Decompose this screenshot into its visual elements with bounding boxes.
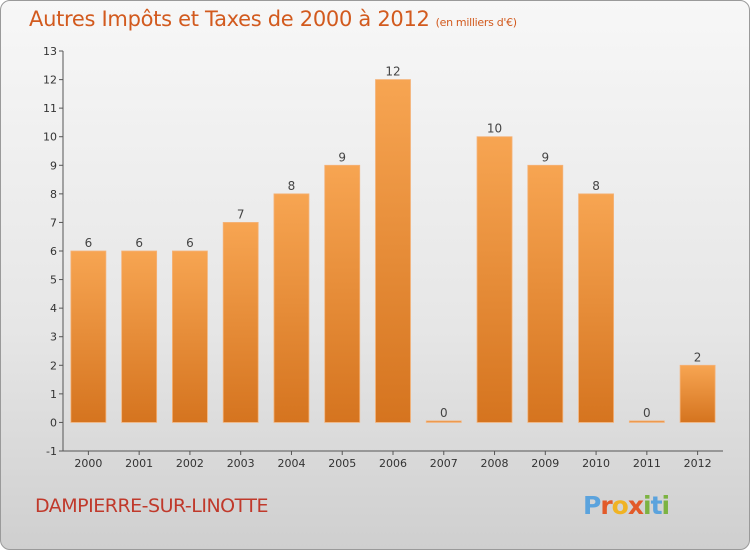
x-tick-label: 2011 bbox=[633, 457, 661, 470]
logo-letter: o bbox=[611, 491, 629, 520]
labels-group: 6 6 6 7 8 9 12 0 10 9 8 0 2 bbox=[85, 65, 702, 420]
x-tick-label: 2012 bbox=[684, 457, 712, 470]
y-tick-label: 9 bbox=[50, 159, 57, 172]
bar bbox=[121, 250, 158, 423]
bar bbox=[222, 222, 259, 423]
y-tick-label: 3 bbox=[50, 331, 57, 344]
bar bbox=[527, 164, 564, 423]
data-label: 10 bbox=[487, 122, 502, 136]
y-tick-label: -1 bbox=[46, 445, 57, 458]
y-tick-label: 0 bbox=[50, 416, 57, 429]
y-tick-label: 11 bbox=[43, 102, 57, 115]
bar bbox=[476, 136, 513, 423]
logo-letter: t bbox=[650, 491, 663, 520]
bar bbox=[70, 250, 107, 423]
data-label: 6 bbox=[135, 236, 143, 250]
x-tick-label: 2005 bbox=[328, 457, 356, 470]
data-label: 7 bbox=[237, 207, 245, 221]
bars-group bbox=[70, 79, 716, 423]
y-tick-label: 7 bbox=[50, 216, 57, 229]
data-label: 8 bbox=[288, 179, 296, 193]
chart-subtitle: (en milliers d'€) bbox=[435, 16, 517, 29]
data-label: 8 bbox=[592, 179, 600, 193]
y-tick-label: 8 bbox=[50, 188, 57, 201]
logo-letter: i bbox=[643, 491, 652, 520]
y-tick-label: 2 bbox=[50, 359, 57, 372]
data-label: 9 bbox=[338, 150, 346, 164]
y-tick-label: 10 bbox=[43, 131, 57, 144]
logo-letter: i bbox=[661, 491, 671, 520]
data-label: 0 bbox=[440, 406, 448, 420]
proxiti-logo: Proxiti bbox=[583, 491, 671, 520]
bar bbox=[273, 193, 310, 423]
logo-letter: r bbox=[600, 491, 612, 520]
y-tick-label: 5 bbox=[50, 274, 57, 287]
x-tick-label: 2003 bbox=[227, 457, 255, 470]
bar bbox=[324, 164, 361, 423]
logo-letter: P bbox=[583, 491, 601, 520]
x-tick-label: 2007 bbox=[430, 457, 458, 470]
commune-name: DAMPIERRE-SUR-LINOTTE bbox=[35, 495, 269, 517]
x-tick-label: 2004 bbox=[277, 457, 305, 470]
x-tick-label: 2006 bbox=[379, 457, 407, 470]
y-tick-label: 12 bbox=[43, 74, 57, 87]
bar bbox=[425, 420, 462, 423]
bar bbox=[679, 364, 716, 423]
y-tick-label: 6 bbox=[50, 245, 57, 258]
data-label: 12 bbox=[385, 65, 400, 79]
x-tick-label: 2008 bbox=[481, 457, 509, 470]
x-tick-label: 2002 bbox=[176, 457, 204, 470]
bar bbox=[578, 193, 614, 423]
y-tick-label: 1 bbox=[50, 388, 57, 401]
x-tick-label: 2000 bbox=[74, 457, 102, 470]
data-label: 9 bbox=[541, 150, 549, 164]
x-tick-label: 2010 bbox=[582, 457, 610, 470]
data-label: 6 bbox=[186, 236, 194, 250]
y-tick-label: 4 bbox=[50, 302, 57, 315]
data-label: 6 bbox=[85, 236, 93, 250]
bar bbox=[628, 420, 665, 423]
bar bbox=[375, 79, 411, 423]
chart-title: Autres Impôts et Taxes de 2000 à 2012 (en… bbox=[29, 7, 517, 31]
y-tick-label: 13 bbox=[43, 45, 57, 58]
data-label: 0 bbox=[643, 406, 651, 420]
bar bbox=[172, 250, 208, 423]
logo-letter: x bbox=[627, 491, 644, 520]
x-tick-label: 2001 bbox=[125, 457, 153, 470]
x-tick-label: 2009 bbox=[531, 457, 559, 470]
chart-title-text: Autres Impôts et Taxes de 2000 à 2012 bbox=[29, 7, 430, 31]
data-label: 2 bbox=[694, 350, 702, 364]
